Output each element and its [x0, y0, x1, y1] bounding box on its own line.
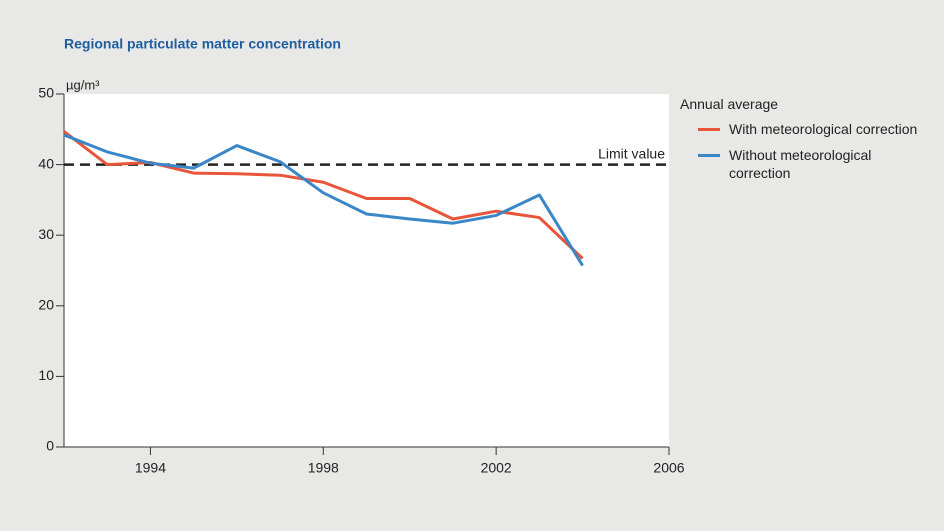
- y-tick-label: 50: [38, 85, 54, 101]
- legend-item: Without meteorological correction: [680, 146, 919, 182]
- y-tick-label: 20: [38, 297, 54, 313]
- legend: Annual average With meteorological corre…: [680, 96, 942, 182]
- legend-title: Annual average: [680, 96, 779, 112]
- legend-swatch: [698, 154, 720, 157]
- y-tick-label: 10: [38, 367, 54, 383]
- y-tick-label: 0: [46, 438, 54, 454]
- x-tick-label: 1994: [135, 460, 166, 476]
- chart-title: Regional particulate matter concentratio…: [64, 36, 341, 52]
- y-tick-label: 30: [38, 226, 54, 242]
- y-axis-label: µg/m³: [66, 77, 100, 92]
- x-tick-label: 2002: [481, 460, 512, 476]
- legend-swatch: [698, 128, 720, 131]
- limit-label: Limit value: [598, 145, 665, 161]
- legend-item: With meteorological correction: [680, 120, 942, 138]
- legend-label: With meteorological correction: [729, 121, 918, 137]
- legend-label: Without meteorological correction: [729, 147, 872, 181]
- x-tick-label: 2006: [653, 460, 684, 476]
- series-line: [63, 133, 584, 267]
- plot-area: [64, 94, 669, 447]
- x-tick-label: 1998: [308, 460, 339, 476]
- y-tick-label: 40: [38, 155, 54, 171]
